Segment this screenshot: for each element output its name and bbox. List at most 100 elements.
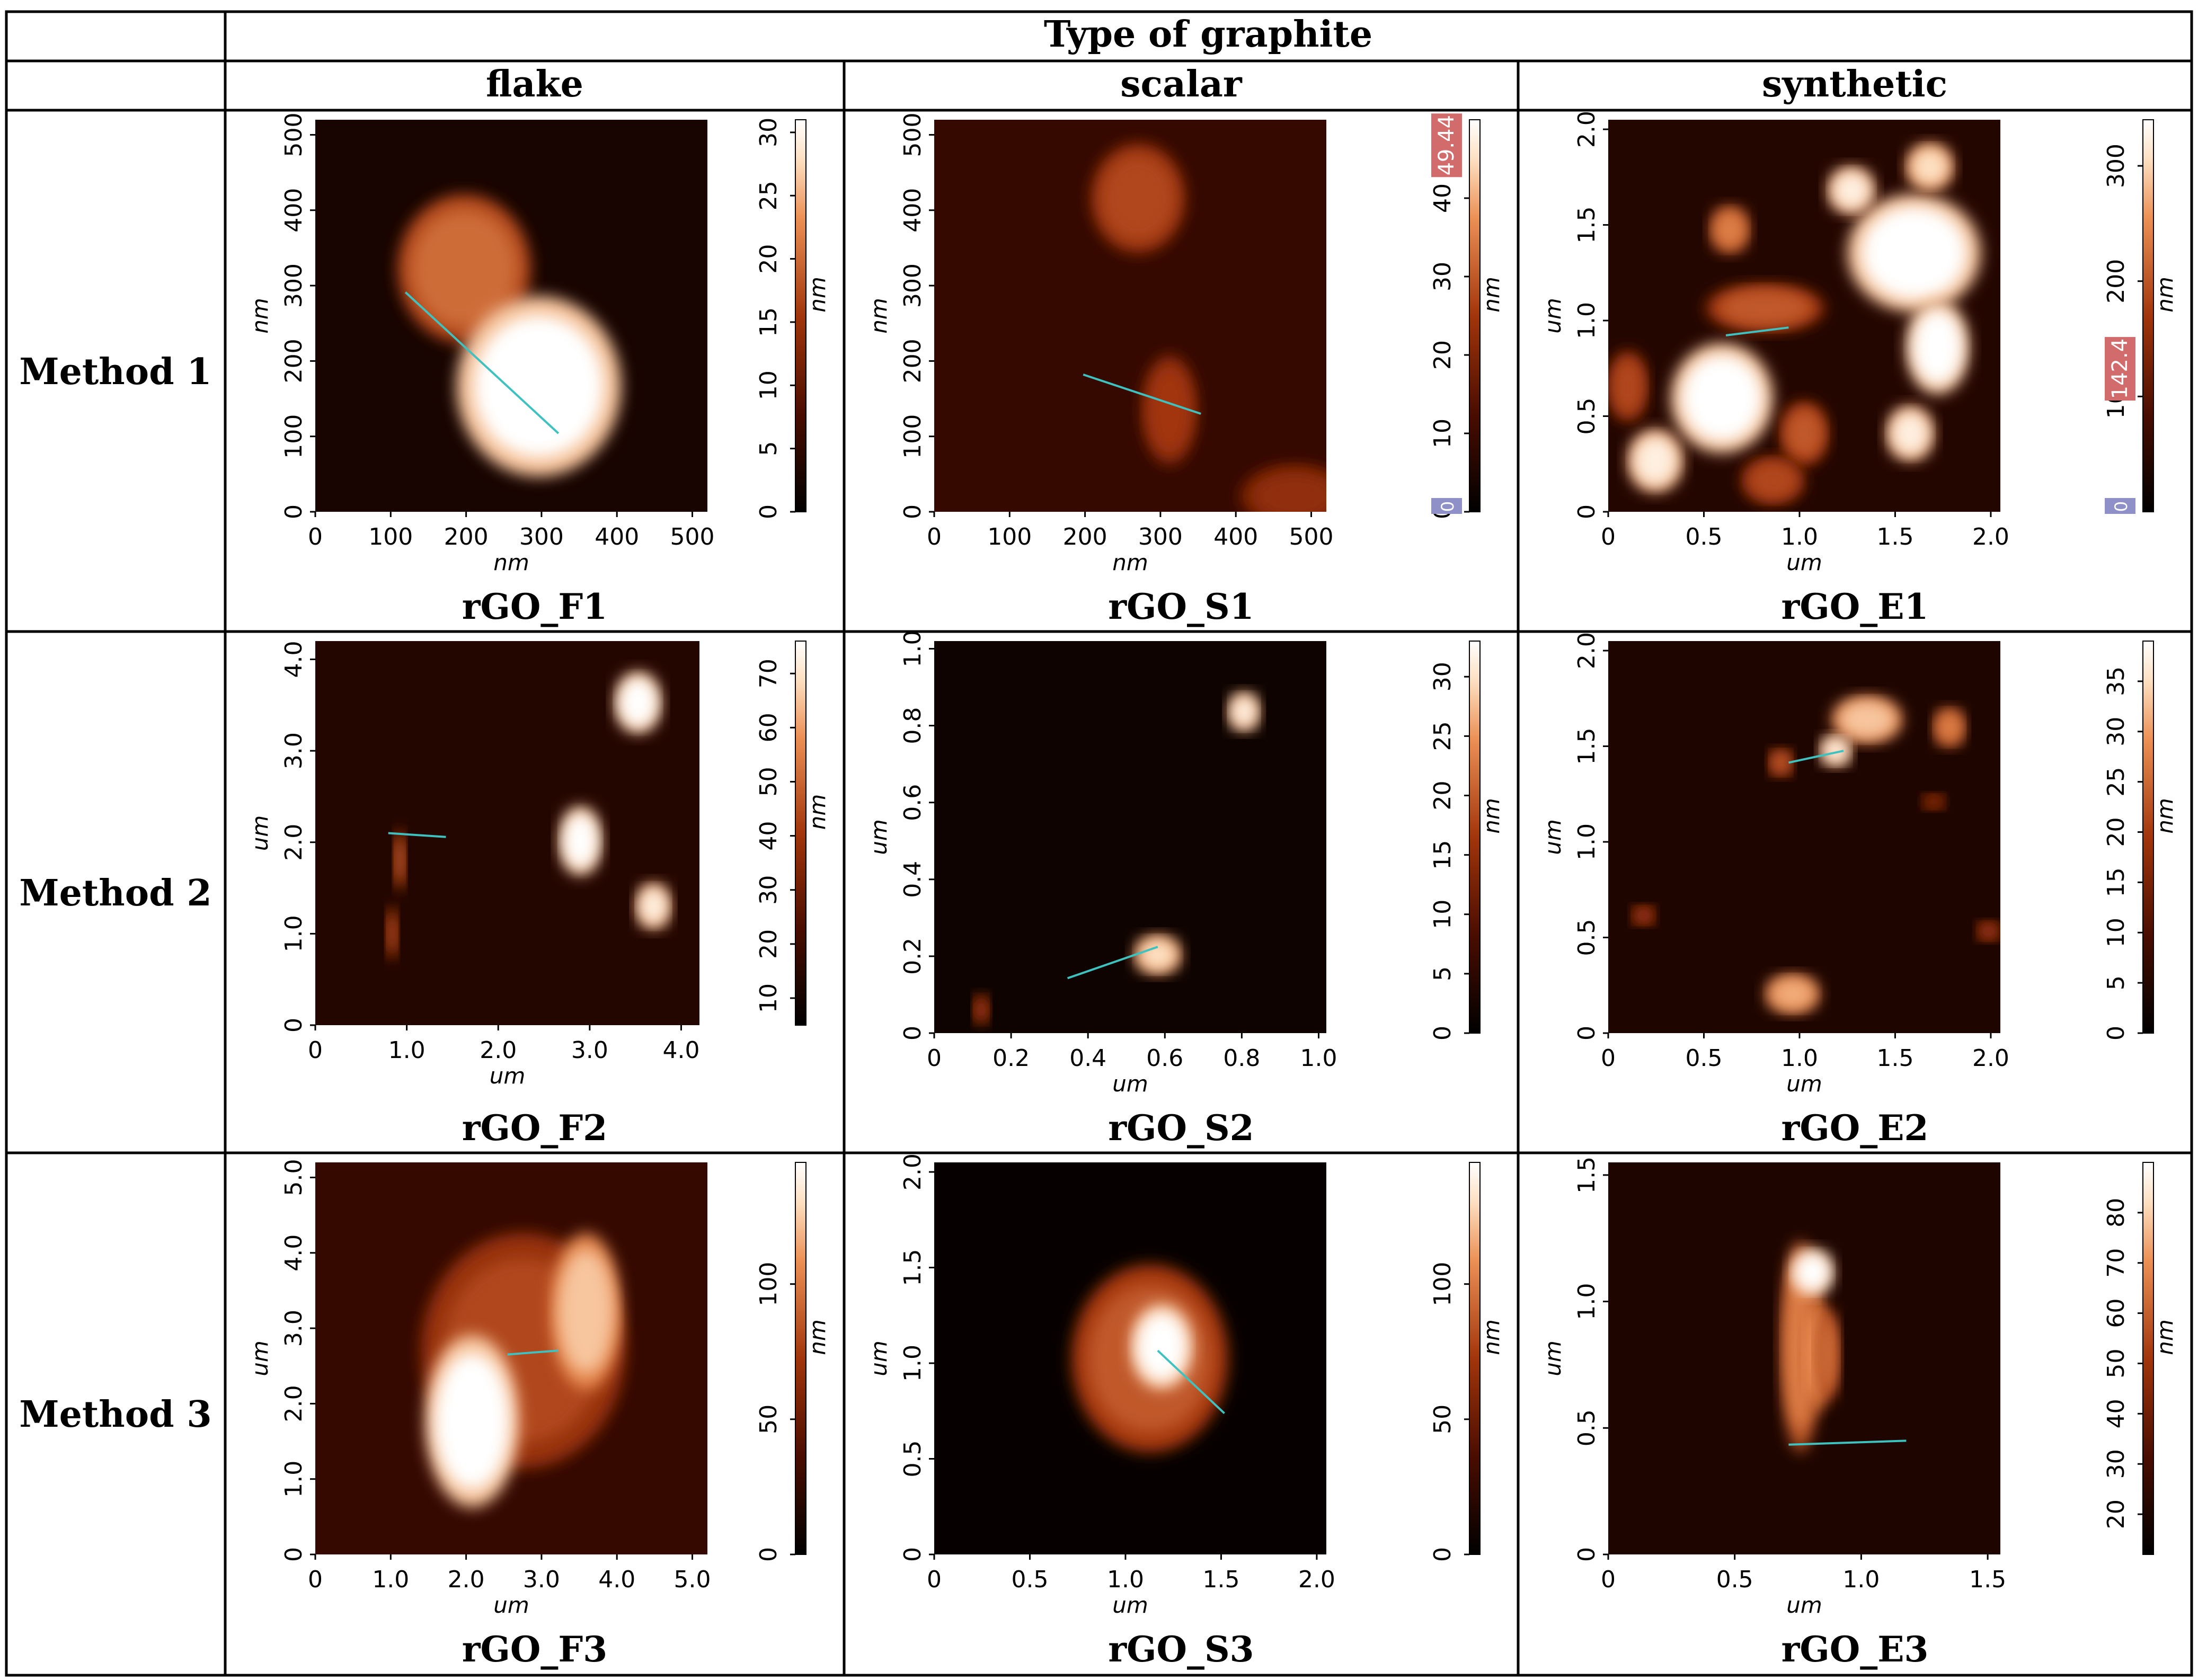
colorbar-max-marker — [2105, 337, 2135, 401]
y-tick-label: 1.5 — [1573, 1157, 1600, 1194]
y-tick-label: 100 — [280, 414, 307, 459]
x-tick-label: 1.0 — [1300, 1045, 1337, 1072]
afm-panel-F1: 0 100 200 300 400 500 0 100 200 300 400 500 nm nm 0 5 10… — [247, 112, 830, 627]
y-axis-unit: um — [866, 1340, 892, 1376]
colorbar-tick-label: 20 — [2103, 1499, 2130, 1529]
x-tick-label: 4.0 — [598, 1566, 635, 1593]
x-tick-label: 0.5 — [1685, 1045, 1722, 1072]
y-tick-label: 0.4 — [899, 861, 926, 898]
colorbar-max-marker-label: 142.4 — [2108, 339, 2132, 399]
profile-line — [1067, 946, 1158, 980]
colorbar-tick-label: 20 — [755, 929, 782, 959]
colorbar-tick-label: 20 — [1429, 340, 1456, 370]
x-tick-label: 4.0 — [662, 1037, 699, 1064]
afm-panel-F2: 0 1.0 2.0 3.0 4.0 0 1.0 2.0 3.0 4.0 um um 10 20 30 40 50… — [247, 641, 830, 1149]
colorbar-tick-label: 30 — [2103, 717, 2130, 746]
column-header-synthetic: synthetic — [1762, 63, 1947, 105]
colorbar-F1 — [795, 119, 806, 512]
y-tick-label: 0.6 — [899, 784, 926, 821]
afm-feature-core — [1612, 359, 1643, 414]
y-tick-label: 0.8 — [899, 707, 926, 744]
y-tick-label: 400 — [280, 188, 307, 233]
profile-line — [404, 291, 560, 434]
y-tick-label: 2.0 — [1573, 111, 1600, 148]
afm-feature-core — [1823, 739, 1848, 763]
colorbar-E2 — [2142, 641, 2154, 1034]
x-tick-label: 1.0 — [1842, 1566, 1880, 1593]
x-tick-label: 0 — [308, 523, 323, 550]
colorbar-tick-label: 10 — [755, 983, 782, 1013]
table-header: Type of graphite — [1044, 13, 1372, 56]
colorbar-tick-label: 70 — [755, 659, 782, 688]
y-tick-label: 400 — [899, 188, 926, 233]
y-tick-label: 0 — [899, 1547, 926, 1562]
row-header-method-2: Method 2 — [19, 872, 211, 914]
profile-line — [1788, 750, 1844, 764]
afm-feature-core — [1714, 211, 1745, 248]
y-tick-label: 2.0 — [280, 1385, 307, 1422]
colorbar-tick-label: 50 — [2103, 1348, 2130, 1378]
afm-feature-core — [558, 1250, 614, 1373]
x-axis-unit: um — [493, 1592, 529, 1618]
colorbar-S3 — [1469, 1162, 1481, 1555]
x-tick-label: 5.0 — [674, 1566, 711, 1593]
x-tick-label: 1.0 — [1107, 1566, 1144, 1593]
y-tick-label: 500 — [899, 112, 926, 157]
afm-feature-core — [975, 997, 988, 1022]
y-tick-label: 5.0 — [280, 1159, 307, 1196]
x-tick-label: 2.0 — [448, 1566, 485, 1593]
afm-feature-core — [1719, 289, 1811, 326]
x-tick-label: 0.5 — [1011, 1566, 1048, 1593]
colorbar-tick-label: 20 — [755, 244, 782, 274]
y-tick-label: 300 — [280, 263, 307, 308]
colorbar-tick-label: 80 — [2103, 1198, 2130, 1228]
x-tick-label: 0 — [1601, 523, 1616, 550]
x-tick-label: 400 — [1213, 523, 1258, 550]
colorbar-tick-label: 60 — [755, 713, 782, 742]
colorbar-tick-label: 5 — [755, 441, 782, 456]
colorbar-tick-label: 30 — [755, 118, 782, 147]
afm-feature-core — [640, 888, 667, 925]
afm-feature-core — [1771, 752, 1790, 774]
x-tick-label: 200 — [1063, 523, 1107, 550]
x-tick-label: 0 — [308, 1566, 323, 1593]
colorbar-tick-label: 0 — [2103, 1026, 2130, 1041]
y-tick-label: 4.0 — [280, 1234, 307, 1272]
y-tick-label: 1.0 — [280, 1461, 307, 1498]
colorbar-tick-label: 0 — [755, 1547, 782, 1562]
colorbar-tick-label: 50 — [755, 1405, 782, 1434]
y-tick-label: 0.5 — [899, 1441, 926, 1478]
colorbar-tick-label: 25 — [755, 181, 782, 210]
y-tick-label: 1.0 — [899, 630, 926, 668]
colorbar-tick-label: 10 — [1429, 900, 1456, 929]
y-tick-label: 3.0 — [280, 1310, 307, 1347]
colorbar-tick-label: 0 — [755, 504, 782, 519]
y-tick-label: 0 — [280, 504, 307, 519]
x-tick-label: 0.2 — [992, 1045, 1030, 1072]
afm-feature-core — [387, 912, 397, 954]
afm-panels: 0 100 200 300 400 5000100200300400500nmnm0510… — [247, 111, 2178, 1670]
x-tick-label: 0 — [927, 1045, 942, 1072]
afm-feature-core — [1795, 1254, 1829, 1291]
colorbar-tick-label: 60 — [2103, 1299, 2130, 1328]
panel-caption-F1: rGO_F1 — [462, 586, 607, 627]
x-tick-label: 1.0 — [372, 1566, 409, 1593]
x-tick-label: 1.0 — [1781, 523, 1818, 550]
colorbar-E3 — [2142, 1162, 2154, 1555]
colorbar-E1 — [2142, 119, 2154, 512]
y-tick-label: 200 — [899, 339, 926, 383]
x-axis-unit: um — [1786, 549, 1822, 575]
afm-panel-E1: 00.51.01.52.000.51.01.52.0umum100200300n… — [1540, 111, 2178, 627]
x-tick-label: 1.5 — [1969, 1566, 2006, 1593]
x-tick-label: 0.5 — [1716, 1566, 1753, 1593]
x-axis-unit: nm — [1112, 549, 1148, 575]
colorbar-tick-label: 30 — [1429, 662, 1456, 691]
y-tick-label: 1.5 — [899, 1249, 926, 1286]
afm-panel-S2: 0 0.2 0.4 0.6 0.8 1.0 0 0.2 0.4 0.6 0.8 1.0 um um 0 5 10… — [866, 630, 1504, 1149]
x-tick-label: 2.0 — [1972, 1045, 2009, 1072]
x-tick-label: 500 — [1289, 523, 1334, 550]
afm-feature-core — [1924, 795, 1943, 808]
y-tick-label: 0 — [280, 1547, 307, 1562]
x-axis-unit: um — [1786, 1592, 1822, 1618]
colorbar-tick-label: 100 — [1429, 1262, 1456, 1306]
